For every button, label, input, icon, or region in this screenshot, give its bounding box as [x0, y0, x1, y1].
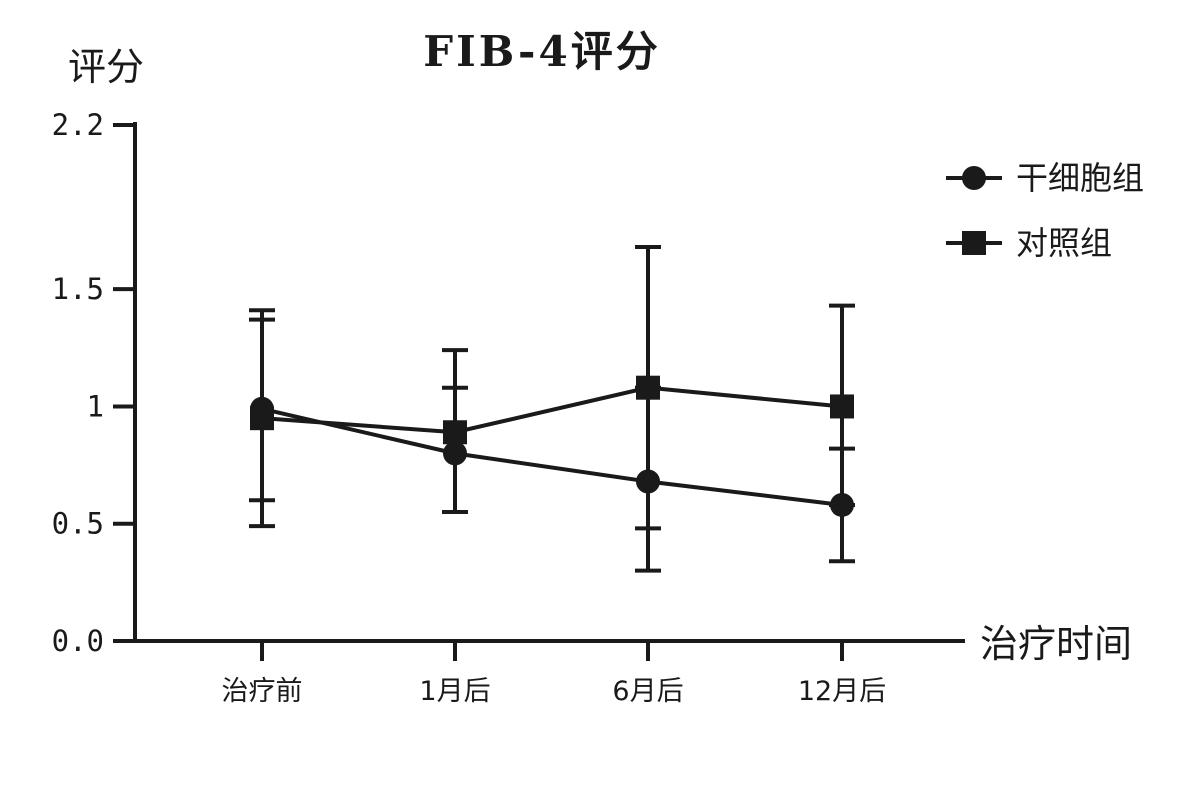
legend-label: 对照组: [1016, 224, 1112, 262]
legend-label: 干细胞组: [1016, 159, 1144, 197]
data-point-square: [636, 375, 660, 400]
y-tick-label: 0.0: [52, 624, 104, 658]
data-point-square: [250, 406, 274, 431]
y-tick-label: 1.5: [52, 272, 104, 306]
legend-marker-circle: [962, 166, 986, 190]
series-2: [249, 244, 855, 531]
x-tick-label: 治疗前: [222, 676, 303, 707]
x-tick-label: 12月后: [798, 676, 886, 707]
y-tick-label: 0.5: [52, 507, 104, 541]
legend-marker-square: [962, 231, 986, 255]
y-ticks: 0.0 0.5 1 1.5 2.2: [52, 108, 135, 658]
legend-item-1: 干细胞组: [946, 159, 1144, 197]
x-tick-label: 1月后: [419, 676, 490, 707]
data-point-square: [443, 420, 467, 445]
series-line: [261, 406, 843, 507]
legend-item-2: 对照组: [946, 224, 1112, 262]
y-tick-label: 2.2: [52, 108, 104, 142]
x-tick-label: 6月后: [612, 676, 683, 707]
chart-title: FIB-4评分: [423, 27, 660, 76]
y-tick-label: 1: [87, 389, 104, 423]
x-axis-label: 治疗时间: [980, 622, 1132, 666]
y-axis-label: 评分: [68, 45, 144, 89]
data-point-square: [830, 394, 854, 419]
x-ticks: 治疗前 1月后 6月后 12月后: [222, 641, 886, 707]
series-line: [261, 385, 843, 435]
series-1: [249, 317, 855, 573]
series-layer: [249, 244, 855, 573]
